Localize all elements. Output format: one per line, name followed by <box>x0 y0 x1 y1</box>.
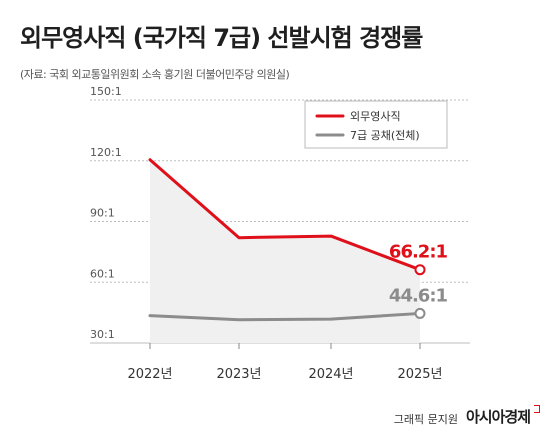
y-tick-label: 90:1 <box>90 207 115 220</box>
x-tick-label: 2023년 <box>216 367 261 382</box>
series-line-primary <box>148 158 422 272</box>
data-label-secondary: 44.6:1 <box>389 285 448 306</box>
legend-label-primary: 외무영사직 <box>350 110 401 123</box>
x-tick-label: 2024년 <box>308 367 353 382</box>
y-axis-ticks: 30:1 60:1 90:1 120:1 150:1 <box>90 85 122 341</box>
legend-box <box>304 100 448 149</box>
graphic-credit: 그래픽 문지원 <box>393 413 458 426</box>
source-note: (자료: 국회 외교통일위원회 소속 홍기원 더불어민주당 의원실) <box>20 68 290 81</box>
end-point-marker-primary <box>414 264 426 276</box>
legend-label-secondary: 7급 공채(전체) <box>350 129 420 142</box>
primary-area-fill <box>150 159 420 343</box>
x-axis-ticks: 2022년 2023년 2024년 2025년 <box>127 343 443 382</box>
chart-title: 외무영사직 (국가직 7급) 선발시험 경쟁률 <box>20 24 423 52</box>
y-tick-label: 60:1 <box>90 267 115 280</box>
brand-logo: 아시아경제 <box>466 408 531 426</box>
y-tick-label: 120:1 <box>90 146 122 159</box>
x-tick-label: 2022년 <box>127 367 172 382</box>
y-tick-label: 30:1 <box>90 328 115 341</box>
data-label-primary: 66.2:1 <box>389 242 448 263</box>
y-tick-label: 150:1 <box>90 85 122 98</box>
legend: 외무영사직 7급 공채(전체) <box>304 100 448 149</box>
series-line-secondary <box>148 311 422 322</box>
brand-mark-icon <box>534 405 540 413</box>
series-lines: 66.2:1 44.6:1 <box>148 158 449 322</box>
end-point-marker-secondary <box>414 307 426 319</box>
x-tick-label: 2025년 <box>397 367 442 382</box>
